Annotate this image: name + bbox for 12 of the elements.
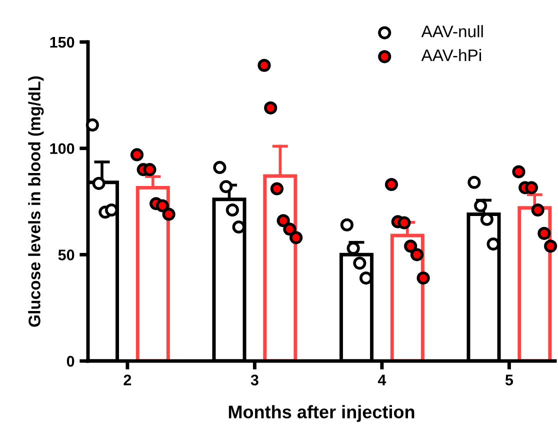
x-axis-title: Months after injection [228,405,414,422]
x-tick-label: 2 [124,374,132,386]
y-axis-title: Glucose levels in blood (mg/dL) [28,76,44,327]
x-tick-label: 3 [250,374,258,386]
x-tick-label: 4 [378,374,386,386]
x-tick-label: 5 [505,374,514,386]
y-tick-label: 150 [50,36,74,48]
y-tick-label: 0 [66,356,74,367]
y-tick-label: 100 [50,143,74,154]
legend-label: AAV-null [421,25,483,38]
legend-label: AAV-hPi [421,48,481,62]
y-tick-label: 50 [58,250,74,260]
